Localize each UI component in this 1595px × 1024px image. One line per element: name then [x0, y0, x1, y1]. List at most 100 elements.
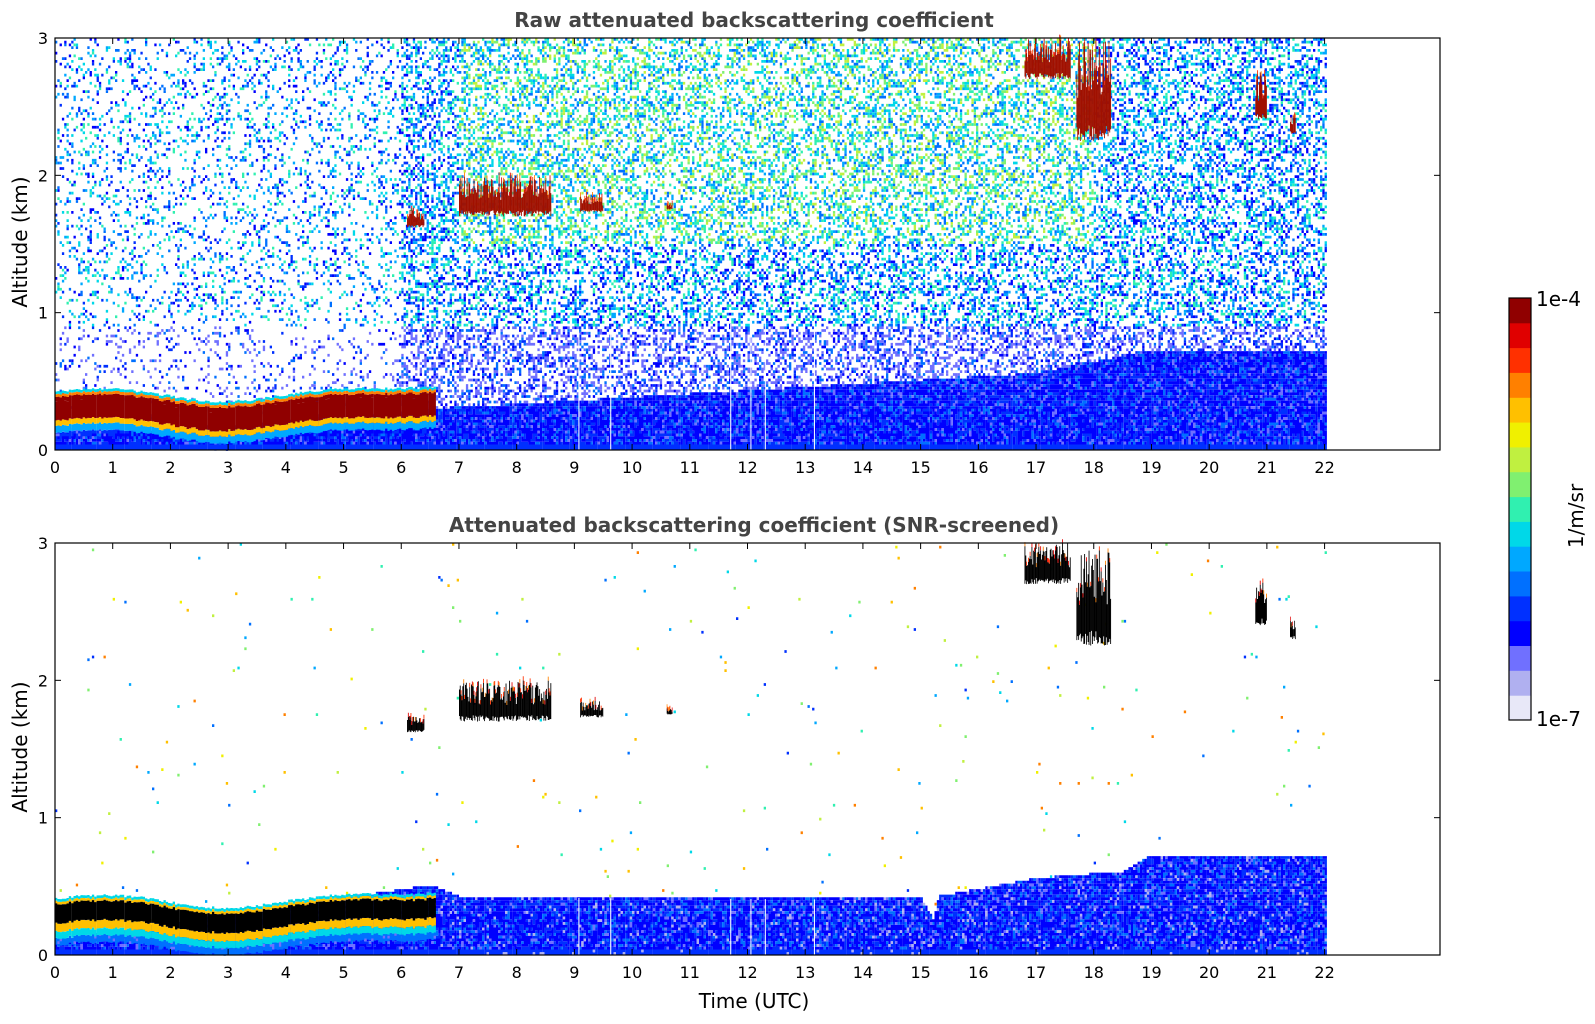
heatmap-cells [407, 38, 1296, 228]
colorbar-swatch [1509, 571, 1531, 597]
x-tick-label: 19 [1141, 458, 1161, 477]
x-tick-label: 4 [281, 963, 291, 982]
colorbar-swatch [1509, 670, 1531, 696]
x-tick-label: 2 [165, 963, 175, 982]
colorbar-swatch [1509, 422, 1531, 448]
chart-title: Attenuated backscattering coefficient (S… [449, 513, 1059, 537]
x-tick-label: 13 [795, 963, 815, 982]
y-tick-label: 3 [38, 534, 48, 553]
x-tick-label: 15 [910, 963, 930, 982]
x-tick-label: 8 [512, 963, 522, 982]
x-tick-label: 22 [1314, 963, 1334, 982]
colorbar-max-label: 1e-4 [1536, 287, 1581, 311]
colorbar-min-label: 1e-7 [1536, 707, 1581, 731]
y-tick-label: 2 [38, 166, 48, 185]
heatmap-cells [55, 326, 1327, 445]
x-tick-label: 13 [795, 458, 815, 477]
heatmap-cells [459, 38, 1097, 245]
x-tick-label: 18 [1084, 963, 1104, 982]
colorbar-swatch [1509, 521, 1531, 547]
x-tick-label: 8 [512, 458, 522, 477]
x-tick-label: 10 [622, 963, 642, 982]
x-tick-label: 14 [853, 963, 873, 982]
colorbar-swatch [1509, 471, 1531, 498]
colorbar-swatch [1509, 446, 1531, 473]
x-tick-label: 22 [1314, 458, 1334, 477]
y-axis-label: Altitude (km) [8, 681, 32, 812]
x-tick-label: 20 [1199, 458, 1219, 477]
y-tick-label: 2 [38, 671, 48, 690]
x-tick-label: 9 [569, 963, 579, 982]
x-tick-label: 0 [50, 458, 60, 477]
colorbar-swatch [1509, 595, 1531, 622]
colorbar-swatch [1509, 397, 1531, 423]
x-tick-label: 7 [454, 963, 464, 982]
colorbar-swatch [1509, 322, 1531, 349]
x-tick-label: 11 [680, 458, 700, 477]
y-tick-label: 0 [38, 441, 48, 460]
x-tick-label: 20 [1199, 963, 1219, 982]
x-tick-label: 5 [338, 458, 348, 477]
heatmap-field [55, 539, 1327, 956]
y-tick-label: 3 [38, 29, 48, 48]
colorbar-swatch [1509, 695, 1531, 721]
x-tick-label: 14 [853, 458, 873, 477]
heatmap-cells [55, 38, 1327, 451]
heatmap-field [55, 34, 1327, 451]
x-tick-label: 0 [50, 963, 60, 982]
x-tick-label: 12 [737, 458, 757, 477]
colorbar-swatch [1509, 496, 1531, 522]
x-tick-label: 10 [622, 458, 642, 477]
x-tick-label: 16 [968, 458, 988, 477]
heatmap-cells [59, 597, 1279, 898]
x-tick-label: 12 [737, 963, 757, 982]
heatmap-cells [57, 38, 1327, 327]
heatmap-cells [410, 542, 1264, 723]
panel-snr-screened: Attenuated backscattering coefficient (S… [8, 513, 1441, 1013]
x-tick-label: 15 [910, 458, 930, 477]
colorbar-swatch [1509, 620, 1531, 646]
heatmap-cells [101, 545, 1297, 895]
x-axis-label: Time (UTC) [698, 989, 810, 1013]
heatmap-cells [78, 556, 1293, 920]
x-tick-label: 5 [338, 963, 348, 982]
x-tick-label: 1 [108, 458, 118, 477]
heatmap-cells [55, 391, 436, 432]
colorbar-scale [1509, 298, 1531, 721]
heatmap-cells [55, 415, 436, 438]
colorbar-swatch [1509, 298, 1531, 324]
heatmap-cells [407, 539, 1293, 726]
y-tick-label: 1 [38, 809, 48, 828]
colorbar-frame [1508, 297, 1532, 721]
chart-title: Raw attenuated backscattering coefficien… [514, 8, 994, 32]
x-tick-label: 1 [108, 963, 118, 982]
heatmap-cells [433, 856, 1327, 956]
x-tick-label: 21 [1257, 458, 1277, 477]
x-tick-label: 4 [281, 458, 291, 477]
x-tick-label: 18 [1084, 458, 1104, 477]
x-tick-label: 3 [223, 458, 233, 477]
y-tick-label: 0 [38, 946, 48, 965]
x-tick-label: 9 [569, 458, 579, 477]
colorbar-swatch [1509, 372, 1531, 398]
x-tick-label: 21 [1257, 963, 1277, 982]
panel-raw: Raw attenuated backscattering coefficien… [8, 8, 1441, 477]
heatmap-cells [55, 38, 1327, 406]
x-tick-label: 17 [1026, 963, 1046, 982]
heatmap-cells [80, 548, 1327, 903]
colorbar: 1e-4 1e-7 1/m/sr [1508, 287, 1588, 731]
y-tick-label: 1 [38, 304, 48, 323]
x-tick-label: 11 [680, 963, 700, 982]
colorbar-unit-label: 1/m/sr [1564, 483, 1588, 548]
colorbar-swatch [1509, 347, 1531, 373]
x-tick-label: 6 [396, 458, 406, 477]
y-axis-label: Altitude (km) [8, 176, 32, 307]
x-tick-label: 2 [165, 458, 175, 477]
heatmap-cells [55, 38, 1327, 445]
colorbar-swatch [1509, 645, 1531, 671]
x-tick-label: 7 [454, 458, 464, 477]
heatmap-cells [87, 543, 1321, 895]
